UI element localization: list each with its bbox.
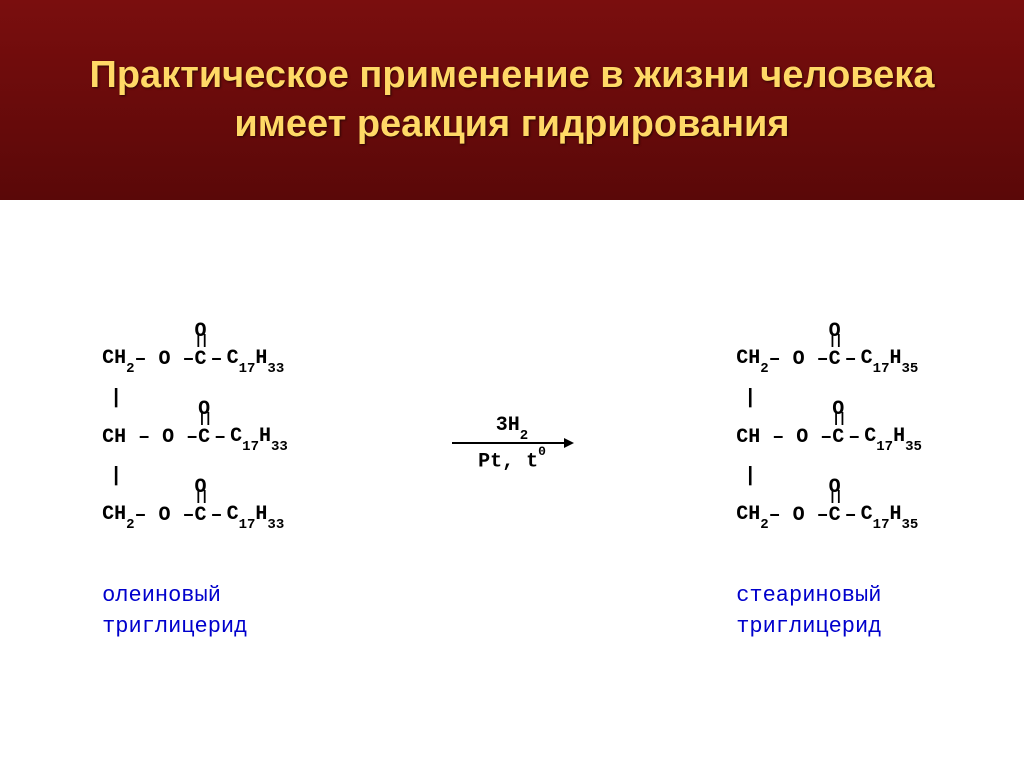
carbonyl-group: O || C (832, 426, 844, 449)
catalyst-text: Pt, t0 (478, 448, 546, 474)
ester-link: – O – (772, 426, 832, 449)
double-bond: || (194, 490, 207, 504)
carbonyl-carbon: C (832, 426, 844, 449)
backbone-atom: CH2 (102, 347, 134, 373)
vertical-bond: | (110, 395, 122, 403)
vertical-bond: | (744, 473, 756, 481)
arrow-line (452, 442, 572, 444)
carbonyl-carbon: C (198, 426, 210, 449)
reaction-diagram: CH2 – O – O || C – C17H33 | CH – O – O |… (0, 200, 1024, 767)
fatty-tail: C17H35 (861, 503, 919, 529)
reagent-text: 3H2 (496, 414, 528, 440)
backbone-atom: CH (102, 426, 126, 449)
dash: – (845, 504, 857, 527)
slide-title: Практическое применение в жизни человека… (40, 51, 984, 150)
carbonyl-carbon: C (195, 504, 207, 527)
ester-link: – O – (769, 504, 829, 527)
product-label: стеариновый триглицерид (736, 581, 881, 643)
backbone-atom: CH2 (736, 503, 768, 529)
dash: – (211, 348, 223, 371)
double-bond: || (828, 490, 841, 504)
fatty-tail: C17H35 (861, 347, 919, 373)
dash: – (211, 504, 223, 527)
ester-link: – O – (135, 504, 195, 527)
double-bond: || (194, 334, 207, 348)
reaction-arrow: 3H2 Pt, t0 (452, 414, 572, 474)
slide-header: Практическое применение в жизни человека… (0, 0, 1024, 200)
carbonyl-carbon: C (829, 348, 841, 371)
vertical-bond: | (110, 473, 122, 481)
carbonyl-group: O || C (198, 426, 210, 449)
carbonyl-carbon: C (829, 504, 841, 527)
fatty-tail: C17H33 (227, 503, 285, 529)
carbonyl-group: O || C (829, 504, 841, 527)
dash: – (848, 426, 860, 449)
fatty-tail: C17H33 (227, 347, 285, 373)
dash: – (845, 348, 857, 371)
carbonyl-group: O || C (195, 348, 207, 371)
carbonyl-group: O || C (829, 348, 841, 371)
reactant-molecule: CH2 – O – O || C – C17H33 | CH – O – O |… (102, 325, 288, 643)
product-chain-1: CH2 – O – O || C – C17H35 (736, 325, 918, 395)
carbonyl-carbon: C (195, 348, 207, 371)
double-bond: || (198, 412, 211, 426)
double-bond: || (832, 412, 845, 426)
vertical-bond: | (744, 395, 756, 403)
ester-link: – O – (135, 348, 195, 371)
reactant-label: олеиновый триглицерид (102, 581, 247, 643)
product-molecule: CH2 – O – O || C – C17H35 | CH – O – O |… (736, 325, 922, 643)
carbonyl-group: O || C (195, 504, 207, 527)
backbone-atom: CH2 (736, 347, 768, 373)
double-bond: || (828, 334, 841, 348)
product-chain-2: CH – O – O || C – C17H35 (736, 403, 922, 473)
fatty-tail: C17H33 (230, 425, 288, 451)
product-chain-3: CH2 – O – O || C – C17H35 (736, 481, 918, 551)
ester-link: – O – (769, 348, 829, 371)
backbone-atom: CH (736, 426, 760, 449)
fatty-tail: C17H35 (864, 425, 922, 451)
dash: – (214, 426, 226, 449)
ester-link: – O – (138, 426, 198, 449)
reactant-chain-3: CH2 – O – O || C – C17H33 (102, 481, 284, 551)
reactant-chain-1: CH2 – O – O || C – C17H33 (102, 325, 284, 395)
reactant-chain-2: CH – O – O || C – C17H33 (102, 403, 288, 473)
backbone-atom: CH2 (102, 503, 134, 529)
